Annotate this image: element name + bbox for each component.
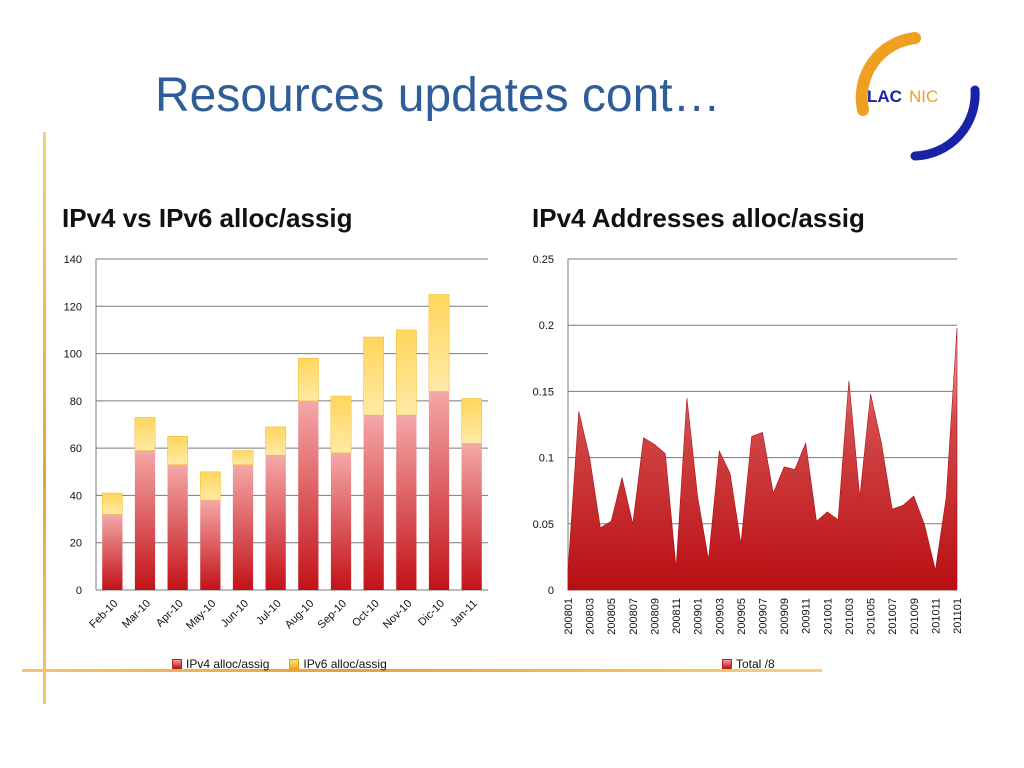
x-tick-label: 200903 [714,598,726,635]
ipv4-area-chart: 0 0.05 0.1 0.15 0.2 0.25 200801 200803 200805 200… [533,254,964,635]
bar-ipv4-Mar-10 [134,450,156,590]
legend-item-ipv6: IPv6 alloc/assig [289,657,387,671]
legend-label-ipv4: IPv4 alloc/assig [186,657,270,671]
lacnic-logo: LAC NIC [855,32,980,161]
bar-ipv6-May-10 [199,471,221,501]
slide-title: Resources updates cont… [155,69,721,122]
x-tick-label: Mar-10 [120,598,153,631]
x-tick-label: Jun-10 [219,598,251,630]
x-tick-label: Oct-10 [350,598,382,630]
bar-ipv6-Apr-10 [167,436,189,465]
x-tick-label: 200905 [736,598,748,635]
x-tick-label: 200807 [628,598,640,635]
bar-ipv6-Sep-10 [330,395,352,454]
legend-swatch-ipv4 [172,659,182,669]
y-tick-label: 120 [64,301,82,313]
y-tick-label: 40 [70,490,82,502]
y-tick-label: 0.2 [539,320,554,332]
bar-ipv4-Jul-10 [265,455,286,590]
x-tick-label: 200811 [671,598,683,634]
legend-item-ipv4: IPv4 alloc/assig [172,657,269,671]
x-tick-label: 201009 [909,598,921,635]
bar-ipv6-Jun-10 [232,450,254,465]
bar-ipv6-Nov-10 [395,329,417,416]
bar-ipv6-Feb-10 [101,492,123,515]
decor-vertical-line [43,132,46,704]
x-tick-label: 201007 [887,598,899,635]
x-tick-label: Dic-10 [416,598,447,629]
y-tick-label: 0.15 [533,386,554,398]
x-tick-label: 200901 [693,598,705,635]
x-tick-label: 201005 [866,598,878,635]
bar-ipv6-Aug-10 [297,358,319,402]
bar-ipv6-Dic-10 [428,294,450,392]
bar-ipv4-Sep-10 [330,452,352,590]
x-tick-label: 201003 [844,598,856,635]
y-tick-label: 60 [70,443,82,455]
left-chart-title: IPv4 vs IPv6 alloc/assig [62,203,353,233]
area-chart-legend: Total /8 [722,657,789,671]
legend-swatch-total [722,659,732,669]
x-tick-label: 200803 [585,598,597,635]
y-tick-label: 100 [64,349,82,361]
x-tick-label: 200809 [649,598,661,635]
bar-ipv6-Jul-10 [265,426,287,456]
bar-ipv4-Jun-10 [232,464,254,590]
bar-ipv4-Aug-10 [298,400,319,590]
bar-ipv6-Mar-10 [134,417,156,451]
bar-ipv4-Nov-10 [396,415,417,590]
legend-label-ipv6: IPv6 alloc/assig [303,657,387,671]
y-tick-label: 0 [548,585,554,597]
x-tick-label: 201001 [822,598,834,635]
legend-label-total: Total /8 [736,657,775,671]
decor-horizontal-line [22,669,822,672]
x-tick-label: 201011 [930,598,942,634]
logo-text-lac: LAC [867,87,902,106]
y-tick-label: 140 [64,254,82,266]
y-tick-label: 0.25 [533,254,554,266]
legend-swatch-ipv6 [289,659,300,669]
x-tick-label: 200907 [758,598,770,635]
x-tick-label: 200805 [606,598,618,635]
right-chart-title: IPv4 Addresses alloc/assig [532,203,865,233]
area-total [567,327,958,591]
x-tick-label: 200909 [779,598,791,635]
bar-ipv4-Jan-11 [461,443,482,590]
legend-item-total: Total /8 [722,657,775,671]
x-tick-label: 201101 [952,598,964,634]
x-tick-label: Jan-11 [448,598,480,630]
y-tick-label: 0.05 [533,519,554,531]
bar-ipv4-Feb-10 [102,514,123,590]
bar-ipv4-Oct-10 [363,415,384,590]
x-tick-label: Aug-10 [283,598,317,632]
x-tick-label: Apr-10 [154,598,186,630]
bar-chart-legend: IPv4 alloc/assig IPv6 alloc/assig [172,657,401,671]
x-tick-label: 200911 [801,598,813,634]
y-tick-label: 0.1 [539,453,554,465]
bar-ipv6-Jan-11 [461,398,483,444]
x-tick-label: Nov-10 [381,598,415,632]
logo-text-nic: NIC [909,87,938,106]
x-tick-label: Jul-10 [254,598,284,628]
y-tick-label: 0 [76,585,82,597]
bar-ipv4-May-10 [200,500,221,590]
bar-ipv6-Oct-10 [363,336,385,416]
x-tick-label: Sep-10 [316,598,350,632]
ipv4-ipv6-bar-chart: 0 20 40 60 80 100 120 140 Feb-10 Mar-10 Apr-10May-… [64,254,488,632]
x-tick-label: May-10 [184,598,218,632]
y-tick-label: 80 [70,396,82,408]
bar-ipv4-Dic-10 [428,391,450,590]
x-tick-label: Feb-10 [87,598,120,631]
x-tick-label: 200801 [563,598,575,635]
y-tick-label: 20 [70,538,82,550]
bar-ipv4-Apr-10 [167,464,188,590]
